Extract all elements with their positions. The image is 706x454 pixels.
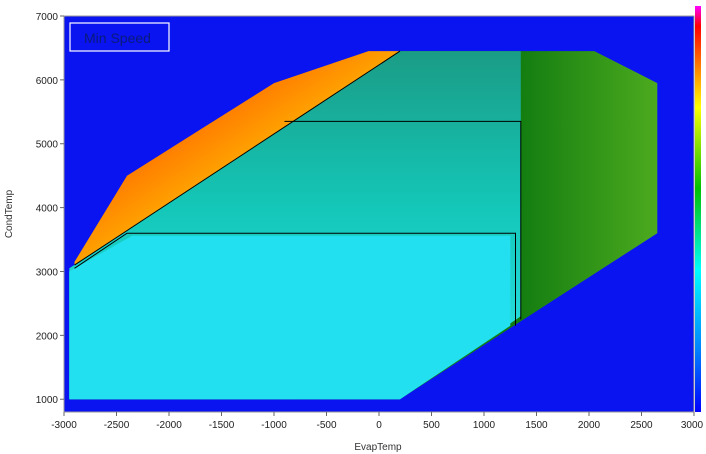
chart-title: Min Speed: [84, 30, 151, 46]
region-cyan-flat: [69, 235, 511, 400]
colorbar: [695, 6, 701, 412]
x-tick-label: -3000: [51, 420, 77, 431]
y-tick-label: 6000: [36, 76, 59, 87]
envelope-line-3: [74, 50, 401, 266]
y-tick-label: 5000: [36, 140, 59, 151]
y-tick-label: 3000: [36, 267, 59, 278]
y-axis-label: CondTemp: [4, 189, 15, 238]
x-axis-label: EvapTemp: [354, 442, 402, 453]
x-tick-label: 1500: [525, 420, 548, 431]
x-tick-label: 500: [423, 420, 440, 431]
x-tick-label: 1000: [473, 420, 496, 431]
x-tick-label: -1500: [209, 420, 235, 431]
y-tick-label: 4000: [36, 204, 59, 215]
x-tick-label: -2500: [104, 420, 130, 431]
chart-title-box: Min Speed: [69, 22, 170, 52]
x-tick-label: 2500: [630, 420, 653, 431]
x-tick-label: -1000: [261, 420, 287, 431]
envelope-line-2: [284, 120, 522, 320]
x-tick-label: 0: [376, 420, 382, 431]
x-tick-label: -500: [316, 420, 336, 431]
x-tick-label: -2000: [156, 420, 182, 431]
x-tick-label: 3000: [681, 420, 704, 431]
x-tick-label: 2000: [578, 420, 601, 431]
envelope-line-1: [74, 232, 516, 326]
y-tick-label: 2000: [36, 331, 59, 342]
y-tick-label: 1000: [36, 395, 59, 406]
y-tick-label: 7000: [36, 12, 59, 23]
